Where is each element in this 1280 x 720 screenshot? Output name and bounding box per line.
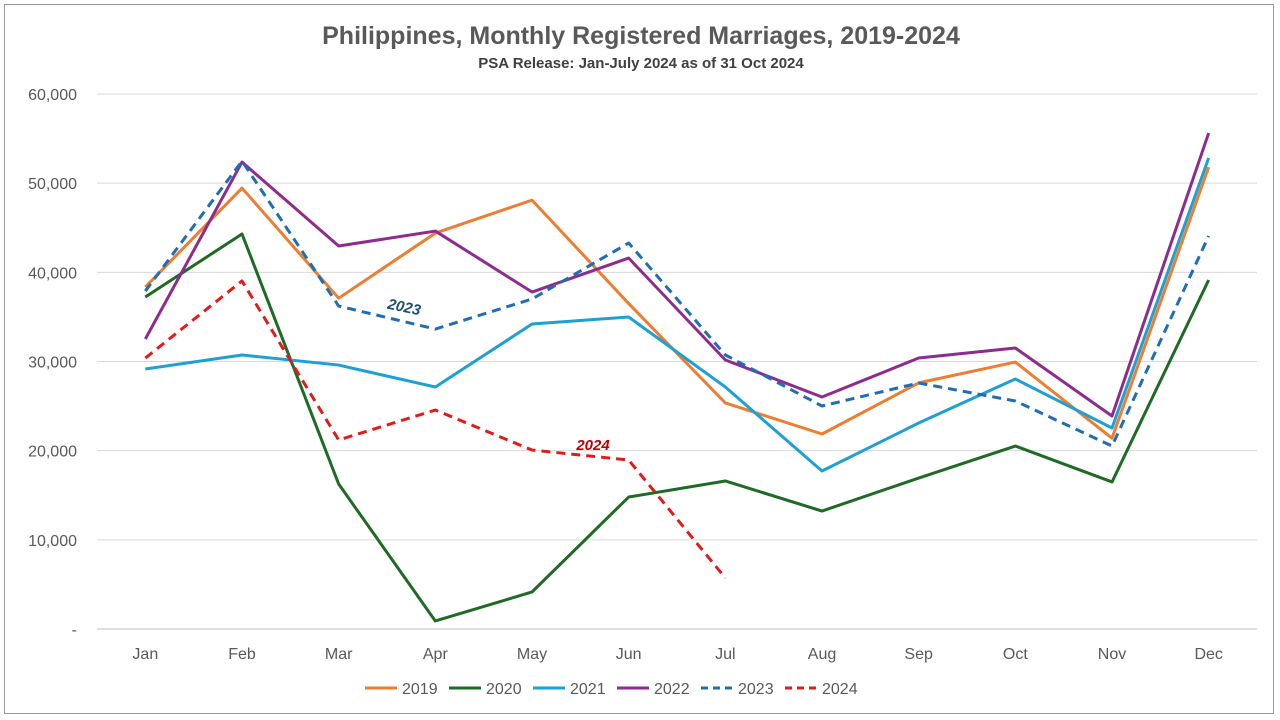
- series-line-2023: [144, 159, 1211, 448]
- legend-label-2021: 2021: [570, 681, 606, 698]
- x-tick-label: Mar: [325, 646, 353, 663]
- x-tick-label: Oct: [1003, 646, 1028, 663]
- annotation-2023: 2023: [385, 296, 423, 320]
- x-tick-label: Dec: [1194, 646, 1222, 663]
- chart-title: Philippines, Monthly Registered Marriage…: [322, 22, 960, 50]
- x-tick-label: Feb: [228, 646, 256, 663]
- legend-label-2020: 2020: [486, 681, 522, 698]
- annotation-2024: 2024: [575, 437, 610, 454]
- chart-frame: [4, 4, 1274, 714]
- x-tick-label: Jul: [715, 646, 735, 663]
- x-tick-label: Apr: [423, 646, 449, 663]
- legend-label-2024: 2024: [822, 681, 858, 698]
- x-tick-label: Jun: [616, 646, 642, 663]
- x-tick-label: Sep: [904, 646, 933, 663]
- y-tick-label: 60,000: [28, 87, 77, 104]
- series-line-2021: [145, 157, 1211, 473]
- legend-label-2022: 2022: [654, 681, 690, 698]
- y-tick-label: 10,000: [28, 533, 77, 550]
- legend-label-2023: 2023: [738, 681, 774, 698]
- x-tick-label: Nov: [1098, 646, 1126, 663]
- series-line-2020: [144, 232, 1211, 623]
- y-tick-label: -: [72, 622, 77, 639]
- x-tick-label: Aug: [808, 646, 836, 663]
- x-tick-label: Jan: [132, 646, 158, 663]
- legend-label-2019: 2019: [402, 681, 438, 698]
- y-tick-label: 30,000: [28, 355, 77, 372]
- y-tick-label: 50,000: [28, 176, 77, 193]
- y-tick-label: 40,000: [28, 265, 77, 282]
- chart-subtitle: PSA Release: Jan-July 2024 as of 31 Oct …: [478, 55, 804, 72]
- series-line-2022: [144, 132, 1211, 418]
- y-tick-label: 20,000: [28, 444, 77, 461]
- x-tick-label: May: [517, 646, 547, 663]
- series-line-2024: [144, 279, 727, 579]
